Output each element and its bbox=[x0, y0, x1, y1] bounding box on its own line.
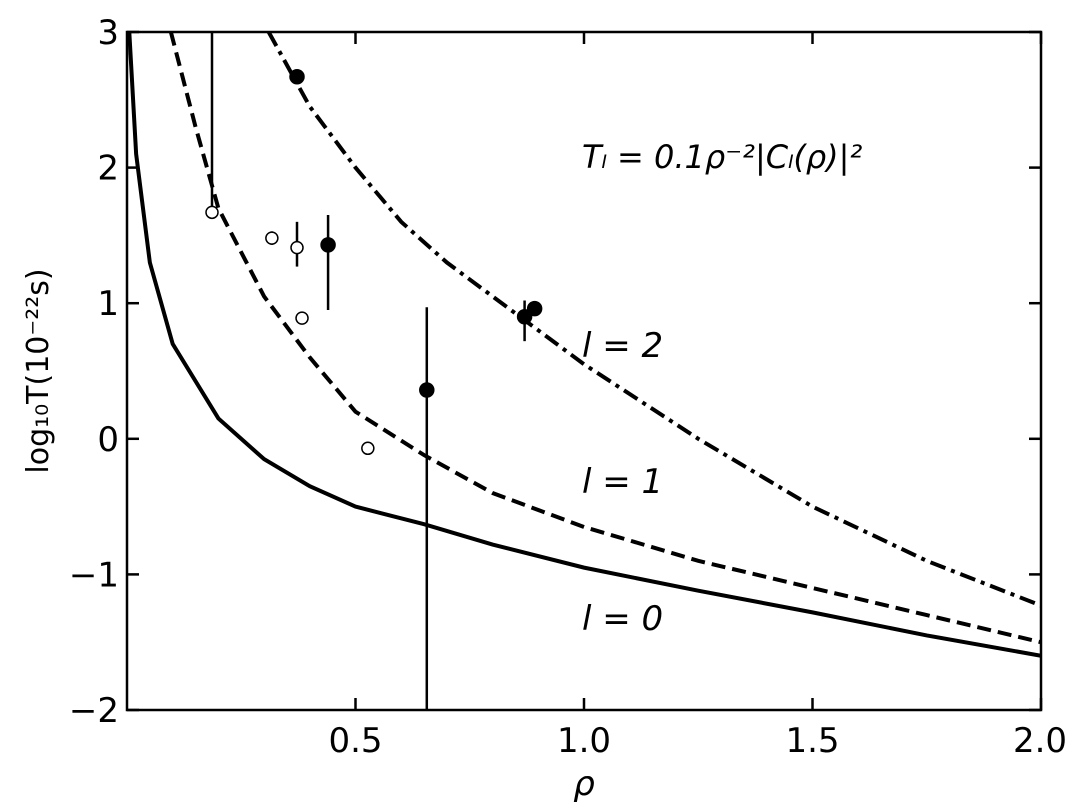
y-tick-label: 1 bbox=[97, 284, 119, 324]
y-tick-label: −2 bbox=[69, 691, 119, 731]
y-tick-label: −1 bbox=[69, 555, 119, 595]
data-point bbox=[320, 237, 336, 253]
y-tick-label: 0 bbox=[97, 420, 119, 460]
data-point bbox=[295, 311, 309, 325]
curve-label: l = 2 bbox=[582, 326, 663, 366]
data-point bbox=[205, 205, 219, 220]
x-axis-label: ρ bbox=[573, 764, 595, 804]
x-tick-label: 0.5 bbox=[328, 721, 382, 761]
data-point bbox=[361, 441, 375, 456]
curve bbox=[127, 32, 1041, 658]
data-point bbox=[265, 231, 279, 245]
y-axis-label: log₁₀T(10⁻²²s) bbox=[21, 268, 56, 473]
data-point bbox=[289, 68, 305, 85]
annotation: Tₗ = 0.1ρ⁻²|Cₗ(ρ)|² bbox=[582, 138, 862, 176]
x-tick-label: 1.0 bbox=[557, 721, 611, 761]
x-tick-label: 1.5 bbox=[785, 721, 839, 761]
plot-area bbox=[127, 32, 1041, 710]
y-tick-label: 2 bbox=[97, 149, 119, 189]
x-tick-label: 2.0 bbox=[1013, 721, 1067, 761]
data-point bbox=[526, 300, 543, 317]
curve bbox=[266, 32, 1041, 608]
data-point bbox=[516, 309, 533, 325]
data-point bbox=[419, 382, 435, 398]
curve-label: l = 1 bbox=[582, 462, 663, 502]
y-tick-label: 3 bbox=[97, 13, 119, 53]
curve-label: l = 0 bbox=[582, 599, 663, 639]
curve bbox=[168, 32, 1041, 645]
data-point bbox=[290, 240, 304, 255]
